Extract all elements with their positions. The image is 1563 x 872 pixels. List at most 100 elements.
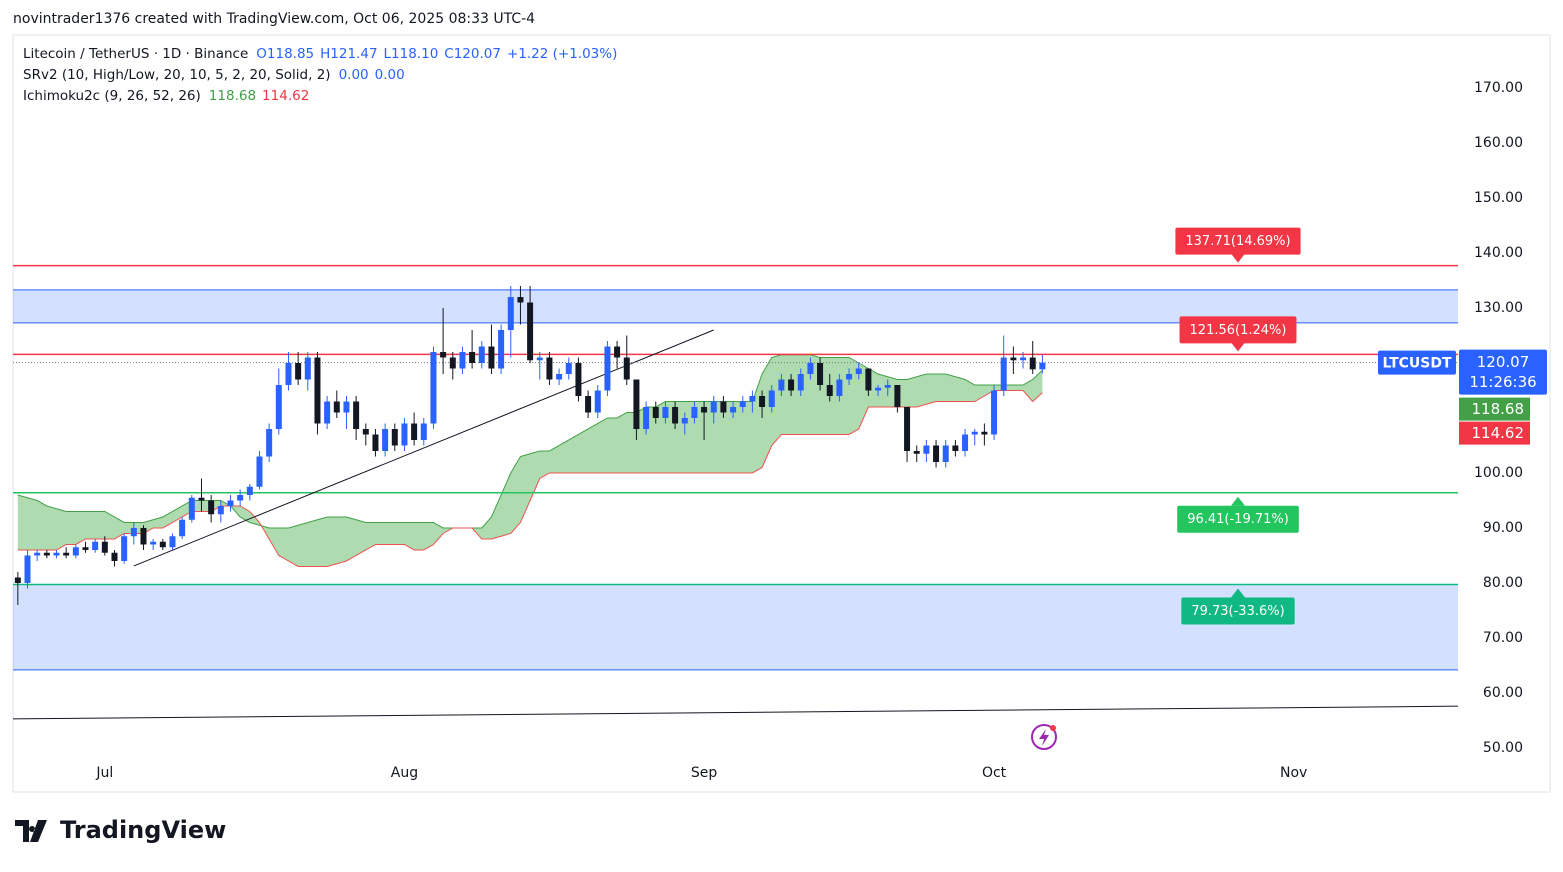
icon-dot xyxy=(1050,725,1056,731)
level-label: 121.56(1.24%) xyxy=(1190,323,1287,338)
ohlc-value: H121.47 xyxy=(320,46,377,62)
candle-body xyxy=(836,379,843,396)
frame xyxy=(12,34,1551,793)
candle-body xyxy=(739,401,746,407)
candle-body xyxy=(401,423,408,446)
candle-body xyxy=(1020,357,1027,361)
candle-body xyxy=(604,346,611,391)
level-pointer xyxy=(1231,496,1245,506)
srv2-value: 0.00 xyxy=(375,67,405,83)
candle-body xyxy=(449,357,456,369)
candle-body xyxy=(710,401,717,413)
candle-body xyxy=(362,428,369,435)
cloud-fill xyxy=(17,354,1043,567)
candle-body xyxy=(652,406,659,418)
candle-body xyxy=(227,500,234,506)
candle-body xyxy=(266,428,273,457)
y-tick-label: 170.00 xyxy=(1474,80,1523,96)
candle-body xyxy=(517,297,524,303)
candle-body xyxy=(855,368,862,374)
candle-body xyxy=(556,373,563,380)
candle-body xyxy=(382,428,389,451)
candle-body xyxy=(198,497,205,501)
candle-body xyxy=(623,357,630,380)
candle-body xyxy=(913,450,920,454)
candle-body xyxy=(14,577,21,583)
x-tick-label: Aug xyxy=(391,765,418,781)
x-tick-label: Jul xyxy=(95,765,113,781)
indicator-badge xyxy=(1459,397,1530,421)
candle-body xyxy=(237,494,244,501)
candle-body xyxy=(130,527,137,537)
candle-body xyxy=(372,434,379,451)
candle-body xyxy=(391,428,398,446)
candle-body xyxy=(1029,357,1036,370)
brand-name: TradingView xyxy=(60,816,226,844)
candle-body xyxy=(527,302,534,361)
y-tick-label: 140.00 xyxy=(1474,245,1523,261)
icon-bolt xyxy=(1039,729,1049,746)
candle-body xyxy=(169,536,176,548)
candle-body xyxy=(72,547,79,556)
candle-body xyxy=(643,406,650,429)
candle-body xyxy=(92,541,99,550)
candle-body xyxy=(430,352,437,424)
candle-body xyxy=(285,362,292,385)
candle-body xyxy=(53,552,60,556)
candle-body xyxy=(1000,357,1007,391)
candle-body xyxy=(991,390,998,435)
cloud-line xyxy=(17,354,1043,529)
level-label: 79.73(-33.6%) xyxy=(1191,604,1284,619)
indicator-badge-text: 118.68 xyxy=(1472,400,1525,418)
candle-body xyxy=(923,445,930,454)
legend: Litecoin / TetherUS · 1D · Binance SRv2 … xyxy=(23,46,617,104)
candle-body xyxy=(681,417,688,424)
candle-body xyxy=(565,362,572,374)
srv2-value: 0.00 xyxy=(339,67,369,83)
candle-body xyxy=(314,357,321,424)
ichimoku-value: 118.68 xyxy=(209,88,256,104)
candle-body xyxy=(536,357,543,361)
candle-body xyxy=(730,406,737,413)
level-box xyxy=(1175,227,1301,255)
y-tick-label: 70.00 xyxy=(1483,630,1523,646)
candle-body xyxy=(594,390,601,413)
candle-body xyxy=(875,387,882,391)
candle-body xyxy=(304,357,311,380)
candle-body xyxy=(749,395,756,402)
y-tick-label: 50.00 xyxy=(1483,740,1523,756)
level-label: 137.71(14.69%) xyxy=(1185,234,1290,249)
candle-body xyxy=(275,384,282,429)
candle-body xyxy=(884,384,891,388)
header: novintrader1376 created with TradingView… xyxy=(13,11,535,27)
y-tick-label: 100.00 xyxy=(1474,465,1523,481)
candle-body xyxy=(904,406,911,451)
x-tick-label: Nov xyxy=(1280,765,1307,781)
candle-body xyxy=(324,401,331,424)
candle-body xyxy=(768,390,775,407)
candle-body xyxy=(971,431,978,435)
candle-body xyxy=(420,423,427,440)
candle-body xyxy=(140,527,147,545)
symbol-badge xyxy=(1378,350,1456,375)
y-tick-label: 150.00 xyxy=(1474,190,1523,206)
ohlc-value: O118.85 xyxy=(256,46,314,62)
candle-body xyxy=(188,497,195,520)
candle-body xyxy=(797,373,804,391)
candle-body xyxy=(343,401,350,413)
level-box xyxy=(1181,597,1295,625)
candle-body xyxy=(498,330,505,369)
lightning-icon[interactable] xyxy=(1031,724,1057,750)
candle-body xyxy=(691,406,698,418)
price-badge-text: 120.07 xyxy=(1477,353,1530,371)
trendline xyxy=(133,329,714,567)
candle-body xyxy=(720,401,727,413)
candle-body xyxy=(63,552,70,556)
candle-body xyxy=(507,297,514,331)
candle-body xyxy=(478,346,485,363)
candle-body xyxy=(333,401,340,413)
level-label: 96.41(-19.71%) xyxy=(1187,512,1289,527)
candle-body xyxy=(217,505,224,515)
candle-body xyxy=(353,401,360,429)
candle-body xyxy=(942,445,949,462)
